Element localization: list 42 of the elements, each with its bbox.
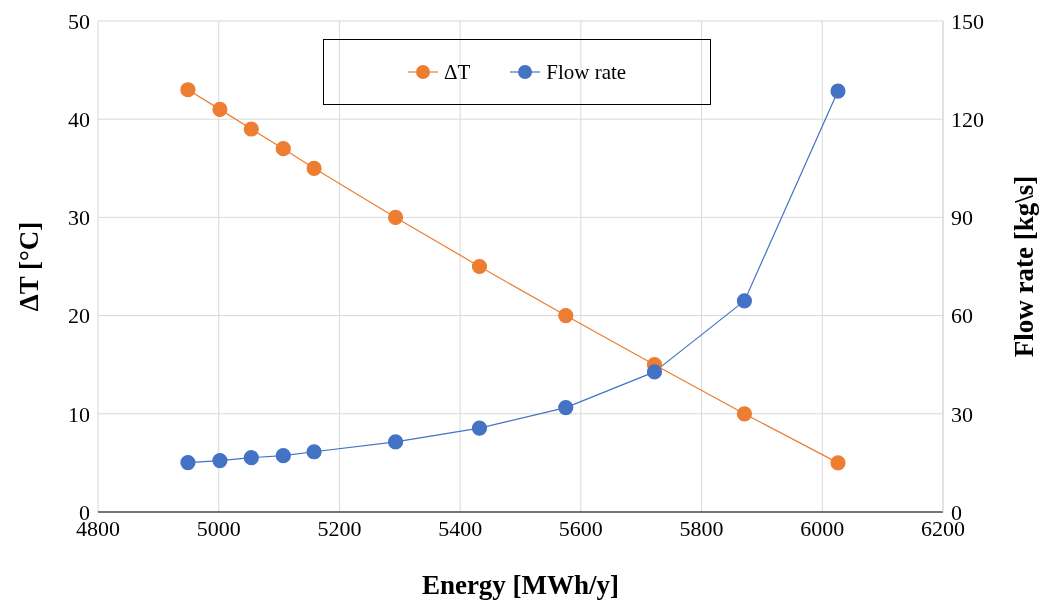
y-axis-title: ΔT [°C] (13, 221, 44, 312)
y2-tick-label: 120 (951, 107, 984, 133)
point (180, 82, 196, 98)
point (306, 160, 322, 176)
point (830, 455, 846, 471)
y-tick-label: 20 (68, 303, 90, 329)
point (275, 448, 291, 464)
point (471, 258, 488, 275)
point (558, 308, 574, 324)
point (212, 101, 228, 117)
x-tick-label: 5000 (196, 515, 241, 541)
x-tick-label: 5600 (558, 515, 603, 541)
point (306, 444, 322, 460)
point (243, 450, 259, 466)
x-tick-label: 6000 (800, 515, 845, 541)
point (646, 364, 663, 380)
y2-tick-label: 90 (951, 205, 973, 231)
y-tick-label: 30 (68, 205, 90, 231)
y2-tick-label: 150 (951, 8, 984, 34)
y-tick-label: 10 (68, 401, 90, 427)
x-tick-label: 5400 (438, 515, 483, 541)
y-tick-label: 40 (68, 107, 90, 133)
point (387, 434, 404, 450)
legend-label: ΔT (443, 59, 471, 85)
legend-label: Flow rate (546, 59, 627, 85)
y2-axis-title: Flow rate [kg\s] (1008, 175, 1039, 358)
point (243, 121, 259, 137)
x-axis-title: Energy [MWh/y] (421, 570, 620, 600)
point (387, 209, 404, 225)
point (736, 406, 753, 422)
point (180, 454, 196, 471)
point (212, 453, 228, 469)
point (471, 420, 488, 436)
point (736, 293, 753, 309)
y2-tick-label: 60 (951, 303, 973, 329)
x-tick-label: 5800 (679, 515, 724, 541)
point (830, 83, 846, 99)
y2-tick-label: 30 (951, 401, 973, 427)
y-tick-label: 50 (68, 8, 90, 34)
point (558, 399, 574, 416)
x-tick-label: 5200 (317, 515, 362, 541)
point (275, 141, 291, 157)
